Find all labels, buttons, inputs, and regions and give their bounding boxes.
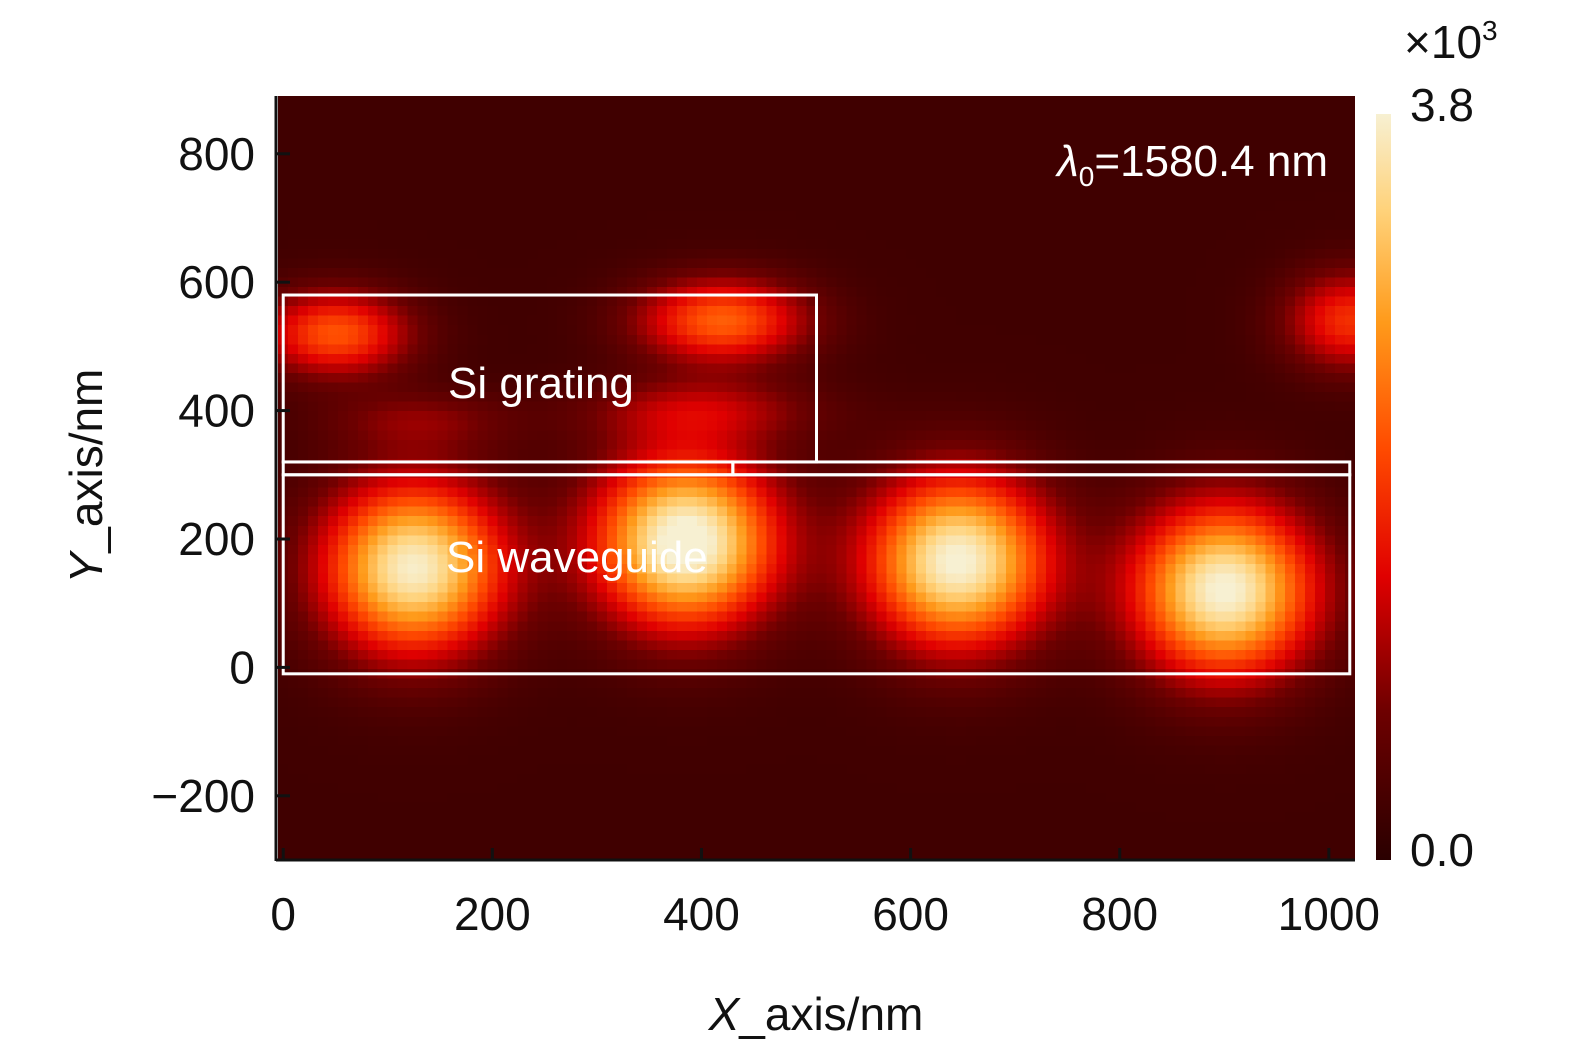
x-axis-title: X_axis/nm (708, 988, 924, 1040)
x-ticks: 0 200 400 600 800 1000 (270, 848, 1380, 940)
y-axis-title-var: Y (60, 549, 112, 583)
x-axis-title-rest: _axis/nm (738, 988, 923, 1040)
region-label-si-grating: Si grating (448, 359, 634, 408)
x-axis-title-var: X (708, 988, 742, 1040)
y-tick-label: −200 (151, 770, 255, 822)
lambda-symbol: λ (1055, 137, 1079, 186)
lambda-subscript: 0 (1079, 161, 1095, 192)
x-tick-label: 1000 (1278, 888, 1380, 940)
region-outline-slab-3 (731, 460, 1352, 477)
y-tick-label: 200 (178, 513, 255, 565)
region-label-si-waveguide: Si waveguide (446, 533, 708, 582)
colorbar-max-label: 3.8 (1410, 79, 1474, 131)
x-tick-label: 400 (663, 888, 740, 940)
y-tick-label: 0 (229, 641, 255, 693)
wavelength-annotation: λ0=1580.4 nm (1055, 137, 1328, 192)
wavelength-value: =1580.4 nm (1094, 137, 1328, 186)
colorbar-gradient (1376, 114, 1391, 860)
y-tick-label: 800 (178, 128, 255, 180)
x-tick-label: 200 (454, 888, 531, 940)
colorbar-multiplier-base: ×10 (1404, 16, 1482, 68)
y-tick-label: 600 (178, 256, 255, 308)
x-tick-label: 800 (1081, 888, 1158, 940)
heatmap-field (278, 96, 1355, 860)
colorbar-multiplier-exponent: 3 (1482, 15, 1498, 46)
region-outlines: Si grating Si waveguide (281, 293, 1352, 676)
y-axis-title-rest: _axis/nm (60, 369, 112, 554)
plot-frame (274, 96, 1355, 862)
colorbar: 3.8 0.0 ×103 (1376, 15, 1498, 876)
x-tick-label: 0 (270, 888, 296, 940)
y-ticks: −200 0 200 400 600 800 (151, 128, 290, 822)
colorbar-min-label: 0.0 (1410, 824, 1474, 876)
colorbar-multiplier: ×103 (1404, 15, 1498, 68)
y-axis-title: Y_axis/nm (60, 369, 112, 584)
y-tick-label: 400 (178, 385, 255, 437)
x-tick-label: 600 (872, 888, 949, 940)
